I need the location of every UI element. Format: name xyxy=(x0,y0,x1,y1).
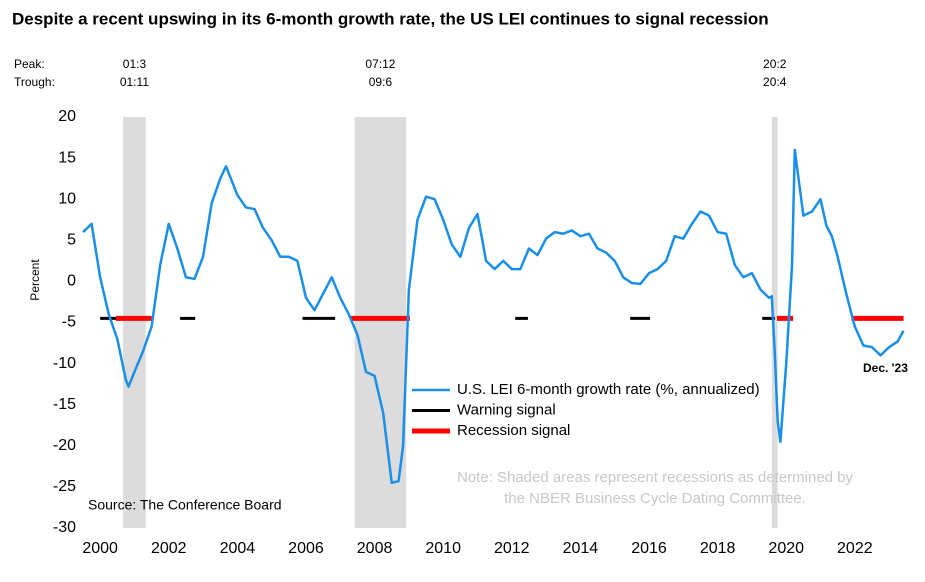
trough-label: Trough: xyxy=(14,75,55,89)
y-tick-label: -15 xyxy=(53,396,76,413)
x-tick-label: 2014 xyxy=(563,540,599,557)
note: Note: Shaded areas represent recessions … xyxy=(457,469,854,486)
peak-date: 01:3 xyxy=(123,57,147,71)
x-tick-label: 2010 xyxy=(425,540,461,557)
y-tick-label: 0 xyxy=(67,273,76,290)
y-axis-label: Percent xyxy=(28,259,42,301)
x-tick-label: 2006 xyxy=(288,540,324,557)
note: the NBER Business Cycle Dating Committee… xyxy=(504,490,806,507)
trough-date: 20:4 xyxy=(763,75,787,89)
end-annotation: Dec. '23 xyxy=(863,361,908,375)
data-line xyxy=(82,148,905,485)
source: Source: The Conference Board xyxy=(88,497,282,513)
legend-label: Warning signal xyxy=(457,401,556,418)
x-tick-label: 2020 xyxy=(768,540,804,557)
x-tick-label: 2022 xyxy=(837,540,873,557)
y-tick-label: -25 xyxy=(53,478,76,495)
recession-shade xyxy=(354,117,407,528)
legend-label: Recession signal xyxy=(457,422,570,439)
x-tick-label: 2016 xyxy=(631,540,667,557)
x-tick-label: 2012 xyxy=(494,540,530,557)
y-tick-label: 15 xyxy=(58,149,76,166)
chart-title: Despite a recent upswing in its 6-month … xyxy=(12,9,769,28)
x-tick-label: 2008 xyxy=(357,540,393,557)
peak-date: 20:2 xyxy=(763,57,787,71)
y-tick-label: -30 xyxy=(53,519,76,536)
trough-date: 09:6 xyxy=(369,75,393,89)
x-tick-label: 2000 xyxy=(82,540,118,557)
y-tick-label: 10 xyxy=(58,190,76,207)
peak-label: Peak: xyxy=(14,57,45,71)
y-tick-label: -5 xyxy=(62,314,76,331)
x-tick-label: 2018 xyxy=(700,540,736,557)
y-tick-label: -10 xyxy=(53,355,76,372)
x-tick-label: 2002 xyxy=(151,540,187,557)
x-tick-label: 2004 xyxy=(220,540,256,557)
recession-shade xyxy=(771,117,778,528)
peak-date: 07:12 xyxy=(365,57,395,71)
recession-shade xyxy=(123,117,146,528)
legend-label: U.S. LEI 6-month growth rate (%, annuali… xyxy=(457,381,760,398)
trough-date: 01:11 xyxy=(120,75,149,89)
y-tick-label: 5 xyxy=(67,232,76,249)
y-tick-label: 20 xyxy=(58,108,76,125)
y-tick-label: -20 xyxy=(53,437,76,454)
